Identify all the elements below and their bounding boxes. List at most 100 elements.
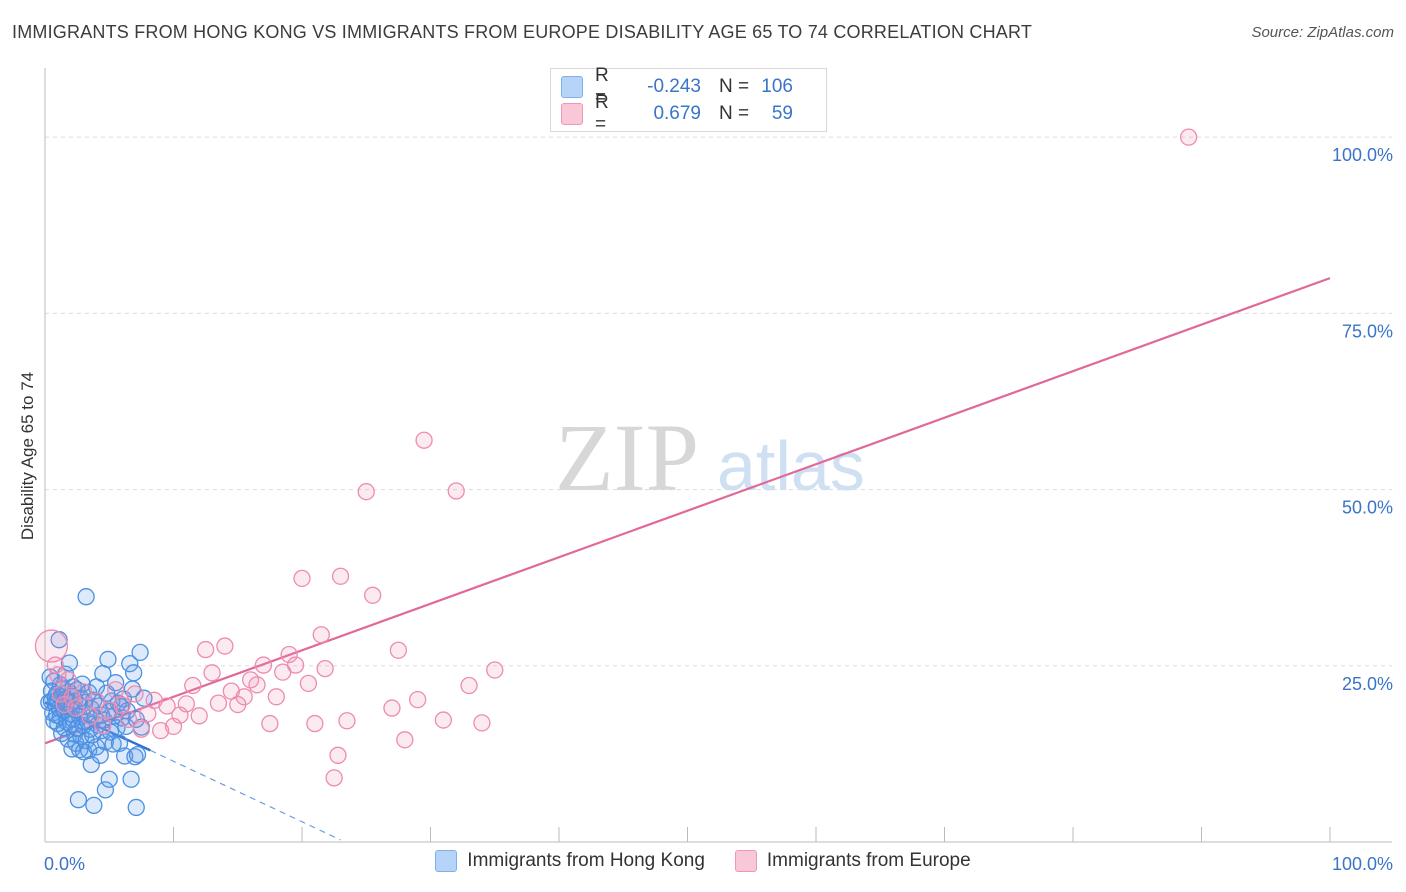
tick-labels: 25.0% 50.0% 75.0% 100.0% 0.0% 100.0% (44, 145, 1393, 874)
data-point-hong-kong (99, 650, 117, 669)
data-point-europe (184, 676, 202, 695)
data-point-europe (158, 697, 176, 715)
data-point-europe (447, 482, 465, 500)
pink-swatch-icon (734, 850, 757, 872)
data-point-europe (49, 666, 67, 684)
data-point-europe (1180, 128, 1198, 146)
data-point-europe (286, 656, 305, 674)
data-point-europe (81, 707, 99, 726)
data-point-hong-kong (77, 588, 95, 606)
data-point-europe (280, 645, 298, 664)
data-point-europe (151, 721, 170, 740)
data-point-europe (383, 699, 401, 717)
data-point-europe (261, 714, 279, 733)
data-point-europe (74, 683, 93, 701)
data-point-hong-kong (127, 798, 145, 817)
data-point-europe (325, 769, 343, 787)
data-point-europe (209, 694, 228, 712)
data-point-europe (357, 483, 375, 501)
r-label: R = (595, 92, 609, 135)
legend-item-hong-kong: Immigrants from Hong Kong (435, 850, 705, 872)
data-point-europe (235, 688, 253, 706)
data-point-europe (460, 676, 478, 695)
chart-legend: Immigrants from Hong Kong Immigrants fro… (0, 850, 1406, 872)
data-point-europe (59, 671, 77, 689)
data-point-hong-kong (82, 755, 100, 774)
data-point-hong-kong (110, 734, 129, 752)
data-point-europe (46, 656, 64, 674)
data-point-hong-kong (100, 770, 118, 788)
data-point-europe (113, 696, 131, 714)
data-point-europe (396, 731, 414, 749)
legend-label: Immigrants from Hong Kong (467, 850, 705, 871)
stats-row-hong-kong: R = -0.243 N = 106 (561, 65, 793, 108)
legend-item-europe: Immigrants from Europe (734, 850, 971, 872)
data-point-hong-kong (96, 781, 115, 799)
data-point-hong-kong (60, 654, 79, 672)
x-tick-label: 0.0% (44, 854, 85, 874)
r-label: R = (595, 65, 609, 108)
data-point-europe (94, 717, 112, 735)
source-label: Source: ZipAtlas.com (1251, 24, 1394, 41)
n-label: N = (719, 76, 750, 97)
legend-label: Immigrants from Europe (766, 850, 971, 871)
data-point-hong-kong (104, 735, 122, 753)
data-point-europe (434, 711, 453, 729)
data-point-europe (415, 431, 433, 449)
data-point-europe (177, 695, 196, 713)
data-point-europe (196, 640, 215, 659)
data-point-europe (473, 714, 491, 732)
trend-line-europe (44, 277, 1331, 745)
data-point-europe (67, 699, 85, 717)
data-point-europe (329, 746, 347, 764)
data-point-europe (338, 712, 356, 730)
data-point-hong-kong (107, 674, 125, 692)
watermark-atlas: atlas (717, 427, 865, 505)
data-point-europe (316, 659, 334, 678)
chart-title: IMMIGRANTS FROM HONG KONG VS IMMIGRANTS … (12, 22, 1033, 42)
data-point-hong-kong (85, 796, 103, 814)
series-hong-kong (40, 588, 153, 817)
data-point-europe (312, 626, 330, 644)
data-point-europe (100, 701, 118, 719)
stats-row-europe: R = 0.679 N = 59 (561, 92, 793, 135)
data-point-europe (126, 685, 144, 703)
pink-swatch-icon (561, 103, 583, 125)
data-point-hong-kong (69, 791, 88, 809)
data-point-europe (389, 641, 408, 659)
blue-swatch-icon (561, 76, 583, 98)
y-tick-label: 25.0% (1342, 674, 1393, 694)
data-point-europe (408, 690, 427, 709)
trend-lines (44, 277, 1331, 841)
y-axis-label: Disability Age 65 to 74 (18, 372, 37, 540)
data-point-hong-kong (121, 655, 139, 673)
grid-lines (45, 136, 1392, 667)
data-point-europe (299, 674, 318, 693)
data-point-europe (87, 692, 106, 710)
data-point-europe (267, 688, 285, 706)
x-tick-label: 100.0% (1332, 854, 1393, 874)
data-point-hong-kong (125, 664, 143, 682)
data-point-europe (331, 567, 350, 585)
stats-legend: R = -0.243 N = 106 R = 0.679 N = 59 (550, 65, 827, 135)
data-point-hong-kong (131, 643, 149, 662)
y-tick-label: 50.0% (1342, 498, 1393, 518)
data-point-europe (254, 656, 273, 674)
watermark: ZIP atlas (555, 404, 865, 511)
data-point-hong-kong (128, 745, 147, 764)
data-point-europe (119, 710, 138, 729)
n-label: N = (719, 103, 750, 124)
data-point-hong-kong (87, 738, 106, 756)
data-point-europe (203, 664, 221, 682)
data-point-hong-kong (122, 770, 140, 788)
data-point-europe (216, 637, 234, 655)
data-point-hong-kong (126, 748, 144, 766)
data-point-europe (107, 681, 125, 699)
n-value: 59 (771, 103, 793, 124)
data-point-europe (248, 676, 266, 694)
blue-swatch-icon (435, 850, 458, 872)
series-europe (34, 128, 1198, 787)
data-point-europe (486, 661, 504, 679)
r-value: 0.679 (653, 103, 701, 124)
